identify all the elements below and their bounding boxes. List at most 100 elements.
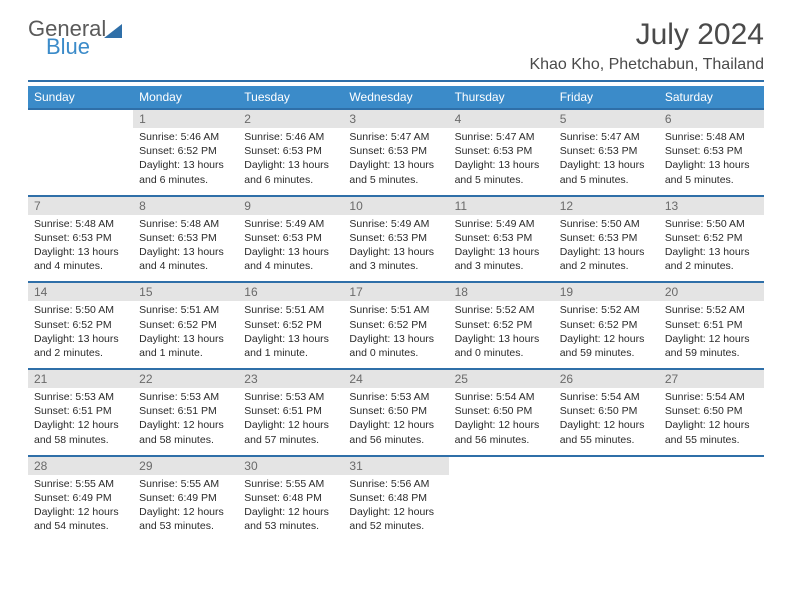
detail-line: Sunrise: 5:47 AM [560, 130, 653, 144]
calendar-row: 14 Sunrise: 5:50 AM Sunset: 6:52 PM Dayligh… [28, 282, 764, 369]
detail-line: Sunset: 6:50 PM [349, 404, 442, 418]
detail-line: Daylight: 13 hours [665, 245, 758, 259]
day-number: 14 [28, 283, 133, 301]
detail-line: and 59 minutes. [665, 346, 758, 360]
detail-line: Sunrise: 5:55 AM [34, 477, 127, 491]
detail-line: and 53 minutes. [139, 519, 232, 533]
day-details: Sunrise: 5:56 AMSunset: 6:48 PMDaylight:… [343, 475, 448, 542]
detail-line: Daylight: 13 hours [244, 158, 337, 172]
detail-line: Sunset: 6:49 PM [34, 491, 127, 505]
day-number: 12 [554, 197, 659, 215]
detail-line: Sunset: 6:52 PM [665, 231, 758, 245]
day-details: Sunrise: 5:54 AMSunset: 6:50 PMDaylight:… [554, 388, 659, 455]
calendar-cell: 19Sunrise: 5:52 AMSunset: 6:52 PMDayligh… [554, 282, 659, 369]
day-details: Sunrise: 5:53 AMSunset: 6:51 PMDaylight:… [238, 388, 343, 455]
detail-line: Sunset: 6:50 PM [665, 404, 758, 418]
day-details [28, 128, 133, 190]
day-details: Sunrise: 5:50 AMSunset: 6:52 PMDaylight:… [659, 215, 764, 282]
detail-line: Daylight: 12 hours [560, 332, 653, 346]
detail-line: Daylight: 12 hours [34, 418, 127, 432]
detail-line: Daylight: 13 hours [349, 158, 442, 172]
detail-line: and 6 minutes. [139, 173, 232, 187]
calendar-cell [28, 109, 133, 196]
detail-line: Daylight: 13 hours [34, 332, 127, 346]
detail-line: Daylight: 13 hours [455, 245, 548, 259]
day-header: Saturday [659, 86, 764, 109]
day-number: 30 [238, 457, 343, 475]
detail-line: Daylight: 12 hours [665, 332, 758, 346]
day-number: 13 [659, 197, 764, 215]
calendar-cell: 1Sunrise: 5:46 AMSunset: 6:52 PMDaylight… [133, 109, 238, 196]
detail-line: Daylight: 12 hours [349, 418, 442, 432]
calendar-cell: 31Sunrise: 5:56 AMSunset: 6:48 PMDayligh… [343, 456, 448, 542]
day-number: 2 [238, 110, 343, 128]
calendar-cell: 6Sunrise: 5:48 AMSunset: 6:53 PMDaylight… [659, 109, 764, 196]
day-details: Sunrise: 5:46 AMSunset: 6:53 PMDaylight:… [238, 128, 343, 195]
day-number: 22 [133, 370, 238, 388]
day-number: 25 [449, 370, 554, 388]
day-number: 5 [554, 110, 659, 128]
detail-line: Sunset: 6:53 PM [665, 144, 758, 158]
detail-line: Daylight: 12 hours [244, 505, 337, 519]
day-details: Sunrise: 5:48 AMSunset: 6:53 PMDaylight:… [133, 215, 238, 282]
day-number: 4 [449, 110, 554, 128]
detail-line: Sunset: 6:50 PM [560, 404, 653, 418]
detail-line: Sunrise: 5:49 AM [244, 217, 337, 231]
detail-line: Daylight: 12 hours [455, 418, 548, 432]
day-number: 31 [343, 457, 448, 475]
detail-line: Sunset: 6:53 PM [139, 231, 232, 245]
day-header: Thursday [449, 86, 554, 109]
day-header: Wednesday [343, 86, 448, 109]
day-details: Sunrise: 5:52 AMSunset: 6:51 PMDaylight:… [659, 301, 764, 368]
detail-line: Sunset: 6:52 PM [244, 318, 337, 332]
calendar-cell: 13Sunrise: 5:50 AMSunset: 6:52 PMDayligh… [659, 196, 764, 283]
calendar-cell [449, 456, 554, 542]
detail-line: Sunrise: 5:47 AM [349, 130, 442, 144]
detail-line: Sunset: 6:49 PM [139, 491, 232, 505]
detail-line: Sunset: 6:52 PM [455, 318, 548, 332]
day-number: 16 [238, 283, 343, 301]
detail-line: and 1 minute. [244, 346, 337, 360]
detail-line: Sunrise: 5:49 AM [349, 217, 442, 231]
calendar-cell: 5 Sunrise: 5:47 AMSunset: 6:53 PMDaylight… [554, 109, 659, 196]
day-number: 10 [343, 197, 448, 215]
detail-line: Sunrise: 5:54 AM [455, 390, 548, 404]
calendar-cell: 18Sunrise: 5:52 AMSunset: 6:52 PMDayligh… [449, 282, 554, 369]
logo-triangle-icon [104, 24, 122, 38]
day-number: 26 [554, 370, 659, 388]
calendar-row: 1Sunrise: 5:46 AMSunset: 6:52 PMDaylight… [28, 109, 764, 196]
detail-line: Sunrise: 5:47 AM [455, 130, 548, 144]
day-details: Sunrise: 5:53 AMSunset: 6:51 PMDaylight:… [133, 388, 238, 455]
day-details: Sunrise: 5:54 AMSunset: 6:50 PMDaylight:… [659, 388, 764, 455]
day-details: Sunrise: 5:51 AMSunset: 6:52 PMDaylight:… [343, 301, 448, 368]
detail-line: and 55 minutes. [665, 433, 758, 447]
detail-line: Sunrise: 5:49 AM [455, 217, 548, 231]
detail-line: Sunrise: 5:51 AM [139, 303, 232, 317]
day-number: 7 [28, 197, 133, 215]
detail-line: Daylight: 13 hours [560, 158, 653, 172]
day-number: 28 [28, 457, 133, 475]
detail-line: and 56 minutes. [455, 433, 548, 447]
detail-line: Sunrise: 5:50 AM [34, 303, 127, 317]
calendar-cell: 30Sunrise: 5:55 AMSunset: 6:48 PMDayligh… [238, 456, 343, 542]
detail-line: and 4 minutes. [244, 259, 337, 273]
detail-line: and 59 minutes. [560, 346, 653, 360]
day-number: 11 [449, 197, 554, 215]
calendar-head: SundayMondayTuesdayWednesdayThursdayFrid… [28, 86, 764, 109]
detail-line: Sunrise: 5:50 AM [665, 217, 758, 231]
day-details: Sunrise: 5:49 AMSunset: 6:53 PMDaylight:… [343, 215, 448, 282]
detail-line: Sunset: 6:53 PM [560, 144, 653, 158]
day-details [554, 475, 659, 537]
top-rule [28, 80, 764, 82]
detail-line: Daylight: 13 hours [349, 332, 442, 346]
calendar-cell: 3Sunrise: 5:47 AMSunset: 6:53 PMDaylight… [343, 109, 448, 196]
detail-line: Daylight: 13 hours [139, 332, 232, 346]
detail-line: Sunrise: 5:48 AM [34, 217, 127, 231]
detail-line: Sunrise: 5:52 AM [455, 303, 548, 317]
calendar-cell: 29Sunrise: 5:55 AMSunset: 6:49 PMDayligh… [133, 456, 238, 542]
calendar-cell: 26Sunrise: 5:54 AMSunset: 6:50 PMDayligh… [554, 369, 659, 456]
detail-line: Sunrise: 5:53 AM [139, 390, 232, 404]
detail-line: Sunset: 6:53 PM [560, 231, 653, 245]
day-details: Sunrise: 5:55 AMSunset: 6:49 PMDaylight:… [133, 475, 238, 542]
detail-line: Daylight: 13 hours [665, 158, 758, 172]
